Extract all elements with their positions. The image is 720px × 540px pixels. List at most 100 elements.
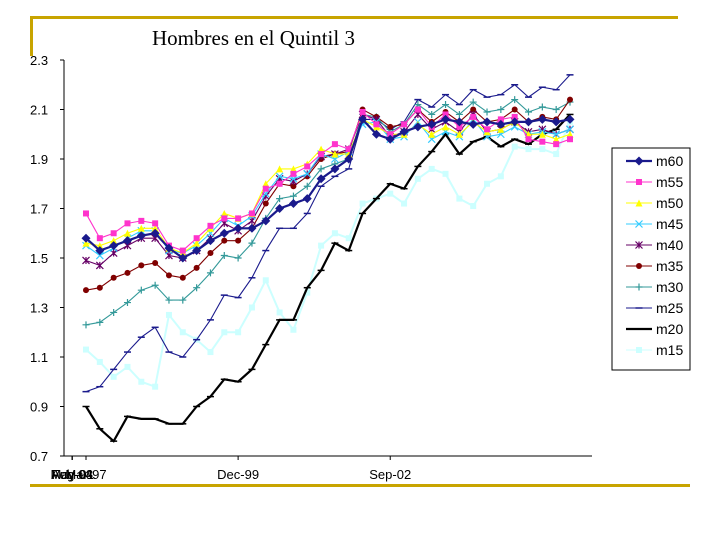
x-tick-label: Dec-99 (217, 467, 259, 482)
data-point-m35 (567, 96, 573, 103)
data-point-m60 (496, 119, 506, 129)
data-point-m30 (276, 195, 284, 203)
data-point-m50 (96, 242, 104, 250)
data-point-m55 (331, 141, 338, 148)
data-point-m50 (137, 224, 145, 232)
series-m20 (82, 113, 574, 443)
data-point-m35 (387, 123, 394, 130)
data-point-m15 (83, 346, 89, 353)
y-tick-label: 1.5 (30, 251, 48, 266)
data-point-m30 (248, 239, 256, 247)
data-point-m50 (123, 229, 131, 237)
data-point-m45 (275, 172, 284, 181)
legend-marker-m40 (635, 241, 643, 249)
x-tick-label: Feb-04 (52, 467, 93, 482)
data-point-m60 (441, 114, 451, 124)
data-point-m60 (178, 253, 188, 263)
data-point-m15 (165, 311, 172, 318)
data-point-m15 (470, 203, 477, 210)
data-point-m35 (124, 269, 131, 276)
data-point-m55 (511, 113, 518, 120)
data-point-m15 (318, 242, 325, 249)
data-point-m55 (290, 170, 297, 177)
data-point-m50 (552, 135, 560, 143)
data-point-m55 (152, 220, 159, 227)
chart-title: Hombres en el Quintil 3 (152, 26, 355, 50)
data-point-m50 (566, 130, 574, 138)
data-point-m60 (247, 223, 257, 233)
data-point-m60 (510, 117, 520, 127)
data-point-m15 (539, 146, 546, 153)
data-point-m60 (399, 127, 409, 137)
data-point-m15 (290, 326, 297, 333)
top-rule (30, 16, 678, 19)
data-point-m55 (110, 230, 117, 237)
data-point-m35 (221, 237, 228, 244)
y-tick-label: 1.1 (30, 350, 48, 365)
legend-label-m60: m60 (656, 153, 683, 169)
series-m55 (83, 106, 573, 254)
data-point-m55 (207, 222, 214, 229)
series-m15 (83, 118, 573, 390)
data-point-m55 (387, 131, 394, 138)
data-point-m55 (414, 106, 421, 113)
data-point-m35 (290, 183, 297, 190)
data-point-m35 (96, 284, 103, 291)
data-point-m45 (303, 169, 312, 178)
data-point-m60 (316, 174, 326, 184)
data-point-m55 (401, 121, 408, 128)
data-point-m50 (110, 237, 118, 245)
data-point-m60 (482, 117, 492, 127)
data-point-m15 (221, 329, 228, 336)
data-point-m55 (567, 136, 573, 143)
data-point-m30 (483, 108, 491, 116)
bottom-rule (30, 484, 690, 487)
data-point-m30 (110, 308, 118, 316)
y-tick-label: 1.9 (30, 152, 48, 167)
data-point-m55 (221, 215, 228, 222)
data-point-m30 (511, 96, 519, 104)
y-tick-label: 1.3 (30, 301, 48, 316)
data-point-m30 (289, 192, 297, 200)
data-point-m55 (525, 136, 532, 143)
data-point-m55 (124, 220, 131, 227)
series-line-m30 (85, 98, 571, 326)
data-point-m60 (468, 119, 478, 129)
legend-label-m55: m55 (656, 174, 683, 190)
series-m60 (81, 114, 575, 263)
data-point-m15 (248, 304, 255, 311)
data-point-m60 (275, 204, 285, 213)
legend-marker-m50 (635, 199, 643, 207)
data-point-m15 (152, 383, 159, 390)
data-point-m35 (235, 237, 242, 244)
legend-label-m50: m50 (656, 195, 683, 211)
data-point-m55 (138, 217, 145, 224)
data-point-m60 (122, 236, 132, 246)
data-point-m15 (401, 200, 408, 207)
y-tick-label: 0.7 (30, 449, 48, 464)
data-point-m45 (95, 251, 104, 260)
data-point-m55 (276, 180, 283, 187)
legend-label-m15: m15 (656, 342, 683, 358)
data-point-m55 (179, 247, 186, 254)
data-point-m15 (525, 146, 532, 153)
data-point-m60 (358, 114, 368, 124)
legend-item-m55: m55 (626, 174, 683, 190)
data-point-m30 (303, 182, 311, 190)
data-point-m60 (385, 134, 395, 144)
data-point-m35 (193, 264, 200, 271)
data-point-m30 (234, 254, 242, 262)
data-point-m50 (220, 209, 228, 217)
legend-item-m40: m40 (626, 237, 683, 253)
data-point-m60 (454, 117, 464, 127)
legend-label-m20: m20 (656, 321, 683, 337)
data-point-m15 (414, 175, 421, 182)
legend-label-m30: m30 (656, 279, 683, 295)
legend-marker-m55 (636, 179, 642, 185)
data-point-m60 (219, 228, 229, 238)
series-line-m60 (85, 117, 571, 260)
legend-item-m45: m45 (626, 216, 683, 232)
data-point-m15 (428, 165, 435, 172)
data-point-m15 (497, 173, 504, 180)
data-point-m15 (262, 277, 269, 284)
